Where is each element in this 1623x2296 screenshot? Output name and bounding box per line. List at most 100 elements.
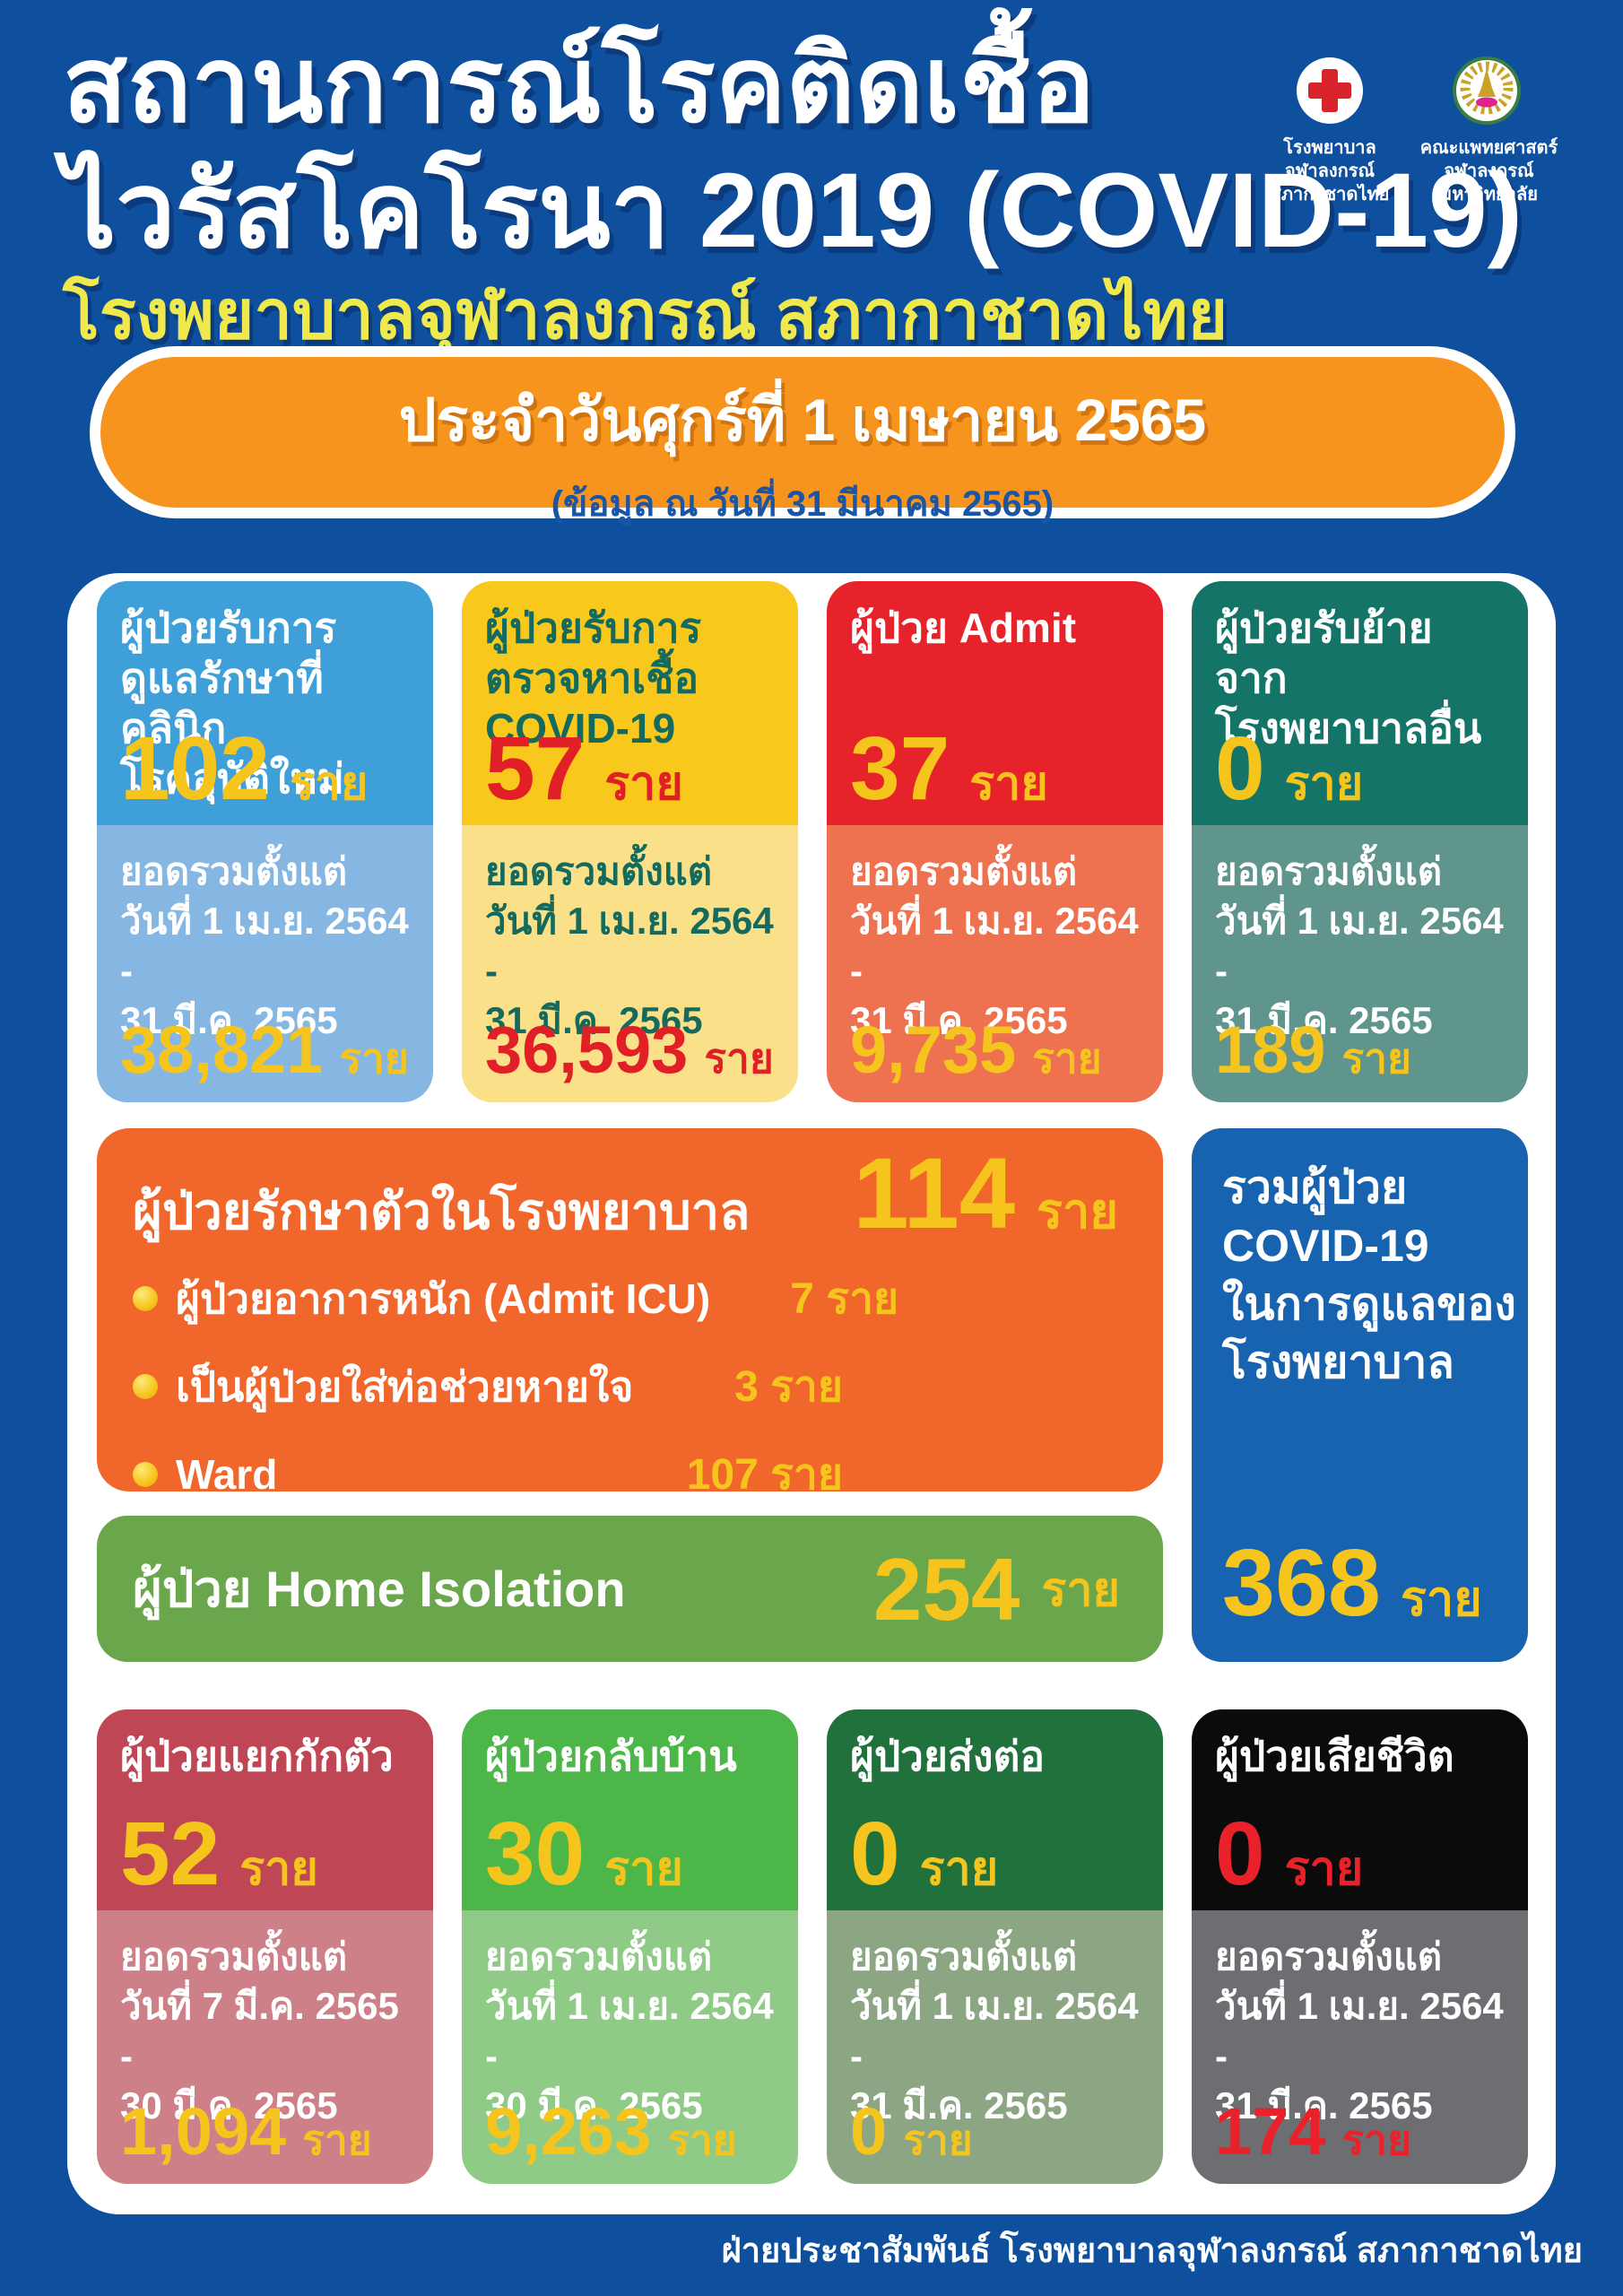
count-unit: ราย bbox=[1284, 758, 1364, 810]
card-title: ผู้ป่วยกลับบ้าน bbox=[485, 1733, 737, 1779]
count-unit: ราย bbox=[969, 758, 1048, 810]
card-referred-out: ผู้ป่วยส่งต่อ 0 ราย ยอดรวมตั้งแต่ วันที่… bbox=[827, 1709, 1163, 2184]
stats-board: ผู้ป่วยรับการ ดูแลรักษาที่คลินิก โรคอุบั… bbox=[67, 573, 1556, 2214]
card-quarantine-separated: ผู้ป่วยแยกกักตัว 52 ราย ยอดรวมตั้งแต่ วั… bbox=[97, 1709, 433, 2184]
page-title-line2: ไวรัสโคโรนา 2019 (COVID-19) bbox=[63, 152, 1523, 270]
item-value: 3 ราย bbox=[734, 1363, 843, 1411]
card-count: 37 ราย bbox=[850, 722, 1048, 820]
count-unit: ราย bbox=[1041, 1564, 1120, 1616]
cumulative-total: 189 ราย bbox=[1215, 1015, 1411, 1091]
total-card-count: 368 ราย bbox=[1222, 1535, 1482, 1637]
card-count: 0 ราย bbox=[1215, 722, 1363, 820]
count-value: 368 bbox=[1222, 1530, 1381, 1636]
total-value: 1,094 bbox=[120, 2094, 287, 2169]
total-unit: ราย bbox=[667, 2117, 737, 2163]
count-unit: ราย bbox=[919, 1843, 999, 1895]
count-unit: ราย bbox=[239, 1843, 318, 1895]
total-unit: ราย bbox=[903, 2117, 973, 2163]
card-count: 0 ราย bbox=[850, 1807, 998, 1905]
total-value: 9,735 bbox=[850, 1013, 1017, 1087]
item-label: เป็นผู้ป่วยใส่ท่อช่วยหายใจ bbox=[176, 1362, 634, 1410]
banner-asof-text: (ข้อมูล ณ วันที่ 31 มีนาคม 2565) bbox=[551, 484, 1055, 524]
card-count: 52 ราย bbox=[120, 1807, 318, 1905]
card-title: ผู้ป่วยเสียชีวิต bbox=[1215, 1733, 1454, 1779]
count-unit: ราย bbox=[1400, 1572, 1482, 1626]
total-unit: ราย bbox=[704, 1035, 774, 1082]
card-discharged-home: ผู้ป่วยกลับบ้าน 30 ราย ยอดรวมตั้งแต่ วัน… bbox=[462, 1709, 798, 2184]
inpatients-item-list: ผู้ป่วยอาการหนัก (Admit ICU) 7 ราย เป็นผ… bbox=[133, 1265, 898, 1509]
card-title: ผู้ป่วยแยกกักตัว bbox=[120, 1733, 394, 1779]
card-title: ผู้ป่วย Admit bbox=[850, 604, 1077, 651]
item-label: Ward bbox=[176, 1451, 278, 1498]
red-cross-logo-caption: โรงพยาบาลจุฬาลงกรณ์ สภากาชาดไทย bbox=[1270, 138, 1390, 204]
cumulative-total: 36,593 ราย bbox=[485, 1015, 774, 1091]
cumulative-label: ยอดรวมตั้งแต่ bbox=[850, 850, 1078, 892]
total-value: 189 bbox=[1215, 1013, 1326, 1087]
chula-logo-caption: คณะแพทยศาสตร์ จุฬาลงกรณ์มหาวิทยาลัย bbox=[1419, 138, 1558, 204]
card-count: 0 ราย bbox=[1215, 1807, 1363, 1905]
total-card-title: รวมผู้ป่วย COVID-19 ในการดูแลของ โรงพยาบ… bbox=[1222, 1162, 1516, 1387]
list-item-ventilator: เป็นผู้ป่วยใส่ท่อช่วยหายใจ 3 ราย bbox=[133, 1352, 843, 1421]
red-cross-logo-icon bbox=[1297, 57, 1363, 124]
item-label: ผู้ป่วยอาการหนัก (Admit ICU) bbox=[176, 1274, 711, 1322]
count-unit: ราย bbox=[604, 1843, 683, 1895]
banner-date-text: ประจำวันศุกร์ที่ 1 เมษายน 2565 bbox=[398, 387, 1207, 453]
date-banner: ประจำวันศุกร์ที่ 1 เมษายน 2565 (ข้อมูล ณ… bbox=[90, 346, 1515, 524]
item-value: 7 ราย bbox=[790, 1275, 899, 1323]
count-unit: ราย bbox=[1037, 1185, 1118, 1239]
chula-university-emblem-icon bbox=[1452, 56, 1522, 126]
card-total-covid-care: รวมผู้ป่วย COVID-19 ในการดูแลของ โรงพยาบ… bbox=[1192, 1128, 1528, 1662]
total-value: 38,821 bbox=[120, 1013, 324, 1087]
card-title: ผู้ป่วยส่งต่อ bbox=[850, 1733, 1045, 1779]
count-unit: ราย bbox=[604, 758, 683, 810]
list-item-icu: ผู้ป่วยอาการหนัก (Admit ICU) 7 ราย bbox=[133, 1265, 898, 1333]
card-count: 57 ราย bbox=[485, 722, 683, 820]
cumulative-period: วันที่ 1 เม.ย. 2564 - 31 มี.ค. 2565 bbox=[850, 1985, 1139, 2127]
count-value: 37 bbox=[850, 718, 950, 819]
count-value: 254 bbox=[872, 1539, 1020, 1639]
count-unit: ราย bbox=[289, 758, 369, 810]
cumulative-period: วันที่ 1 เม.ย. 2564 - 31 มี.ค. 2565 bbox=[120, 900, 409, 1042]
card-title: ผู้ป่วยรับการ ตรวจหาเชื้อ COVID-19 bbox=[485, 604, 702, 752]
cumulative-total: 9,263 ราย bbox=[485, 2097, 737, 2173]
count-value: 0 bbox=[1215, 718, 1265, 819]
total-value: 9,263 bbox=[485, 2094, 652, 2169]
total-unit: ราย bbox=[302, 2117, 372, 2163]
total-unit: ราย bbox=[1341, 1035, 1411, 1082]
cumulative-label: ยอดรวมตั้งแต่ bbox=[120, 850, 348, 892]
card-admit: ผู้ป่วย Admit 37 ราย ยอดรวมตั้งแต่ วันที… bbox=[827, 581, 1163, 1102]
card-transfer-in: ผู้ป่วยรับย้ายจาก โรงพยาบาลอื่น 0 ราย ยอ… bbox=[1192, 581, 1528, 1102]
cumulative-total: 38,821 ราย bbox=[120, 1015, 409, 1091]
home-isolation-label: ผู้ป่วย Home Isolation bbox=[133, 1561, 626, 1617]
inpatients-count: 114 ราย bbox=[853, 1141, 1118, 1249]
cumulative-period: วันที่ 1 เม.ย. 2564 - 30 มี.ค. 2565 bbox=[485, 1985, 774, 2127]
count-value: 0 bbox=[850, 1804, 900, 1904]
list-item-ward: Ward 107 ราย bbox=[133, 1440, 843, 1509]
total-value: 174 bbox=[1215, 2094, 1326, 2169]
count-value: 102 bbox=[120, 718, 270, 819]
count-value: 52 bbox=[120, 1804, 221, 1904]
total-value: 36,593 bbox=[485, 1013, 689, 1087]
cumulative-total: 1,094 ราย bbox=[120, 2097, 372, 2173]
card-covid-testing: ผู้ป่วยรับการ ตรวจหาเชื้อ COVID-19 57 รา… bbox=[462, 581, 798, 1102]
cumulative-label: ยอดรวมตั้งแต่ bbox=[120, 1935, 348, 1978]
count-value: 0 bbox=[1215, 1804, 1265, 1904]
card-inpatients-breakdown: ผู้ป่วยรักษาตัวในโรงพยาบาล 114 ราย ผู้ป่… bbox=[97, 1128, 1163, 1499]
card-deceased: ผู้ป่วยเสียชีวิต 0 ราย ยอดรวมตั้งแต่ วัน… bbox=[1192, 1709, 1528, 2184]
cumulative-label: ยอดรวมตั้งแต่ bbox=[485, 1935, 713, 1978]
card-title: ผู้ป่วยรับย้ายจาก โรงพยาบาลอื่น bbox=[1215, 604, 1482, 752]
total-unit: ราย bbox=[1341, 2117, 1411, 2163]
count-value: 114 bbox=[853, 1137, 1016, 1249]
page-subtitle-hospital: โรงพยาบาลจุฬาลงกรณ์ สภากาชาดไทย bbox=[63, 277, 1228, 353]
card-home-isolation: ผู้ป่วย Home Isolation 254 ราย bbox=[97, 1516, 1163, 1662]
item-value: 107 ราย bbox=[686, 1451, 843, 1499]
count-unit: ราย bbox=[1284, 1843, 1364, 1895]
total-unit: ราย bbox=[1032, 1035, 1102, 1082]
cumulative-period: วันที่ 7 มี.ค. 2565 - 30 มี.ค. 2565 bbox=[120, 1985, 399, 2127]
cumulative-period: วันที่ 1 เม.ย. 2564 - 31 มี.ค. 2565 bbox=[1215, 1985, 1504, 2127]
bullet-dot-icon bbox=[133, 1374, 158, 1399]
count-value: 30 bbox=[485, 1804, 586, 1904]
cumulative-period: วันที่ 1 เม.ย. 2564 - 31 มี.ค. 2565 bbox=[1215, 900, 1504, 1042]
cumulative-total: 9,735 ราย bbox=[850, 1015, 1102, 1091]
